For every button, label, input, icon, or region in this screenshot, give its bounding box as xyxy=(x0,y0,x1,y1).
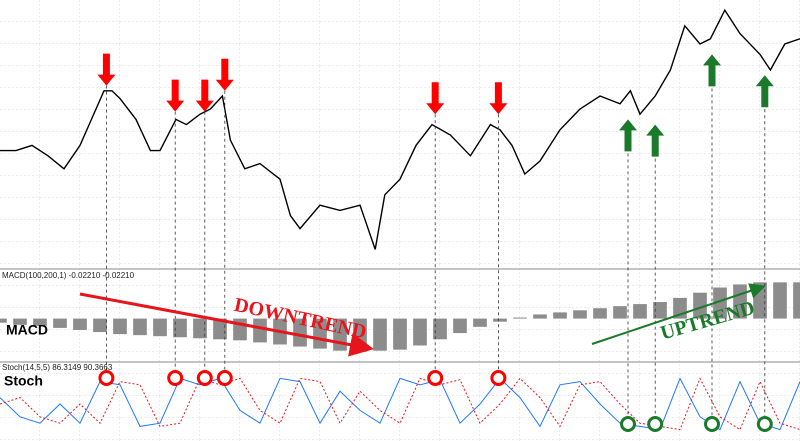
macd-bar xyxy=(533,314,547,319)
macd-bar xyxy=(713,287,727,319)
buy-circle xyxy=(756,416,773,432)
buy-arrow xyxy=(646,124,665,157)
buy-arrow xyxy=(619,119,637,152)
macd-label: MACD xyxy=(6,322,48,338)
macd-bar xyxy=(413,318,427,346)
sell-arrow xyxy=(195,79,214,112)
macd-bar xyxy=(493,318,507,322)
sell-arrow xyxy=(97,53,116,86)
stoch-line xyxy=(0,377,800,431)
sell-arrow xyxy=(489,82,508,115)
buy-circle xyxy=(647,416,664,432)
macd-bar xyxy=(373,318,387,351)
macd-bar xyxy=(73,318,87,330)
stoch-label: Stoch xyxy=(4,373,43,389)
macd-bar xyxy=(173,318,187,338)
macd-bar xyxy=(553,312,567,319)
buy-circle xyxy=(704,416,720,432)
buy-arrow xyxy=(703,54,721,87)
macd-bar xyxy=(693,292,707,319)
macd-bar xyxy=(0,318,7,323)
macd-bar xyxy=(633,304,647,319)
sell-circle xyxy=(490,370,507,386)
macd-bar xyxy=(253,318,267,343)
macd-title: MACD(100,200,1) -0.02210 -0.02210 xyxy=(2,271,135,280)
macd-bar xyxy=(613,306,627,319)
macd-bar xyxy=(293,318,307,347)
stoch-line xyxy=(0,377,800,431)
macd-bar xyxy=(393,318,407,350)
macd-bar xyxy=(433,318,447,340)
macd-bar xyxy=(513,317,527,319)
macd-bar xyxy=(33,318,47,326)
downtrend-arrow xyxy=(79,292,374,357)
macd-bar xyxy=(793,282,800,319)
sell-circle xyxy=(216,370,233,386)
sell-circle xyxy=(98,370,115,386)
macd-bar xyxy=(593,308,607,319)
macd-bar xyxy=(153,318,167,337)
macd-bar xyxy=(453,318,467,334)
price-line xyxy=(0,8,800,250)
sell-arrow xyxy=(426,82,445,115)
macd-bar xyxy=(773,282,787,319)
macd-bar xyxy=(53,318,67,328)
sell-circle xyxy=(167,370,184,386)
buy-arrow xyxy=(755,75,774,108)
macd-bar xyxy=(473,318,487,327)
buy-circle xyxy=(620,416,636,432)
sell-arrow xyxy=(166,79,185,112)
plot-layer xyxy=(0,8,800,432)
macd-bar xyxy=(13,318,27,325)
uptrend-arrow xyxy=(591,283,766,345)
macd-bar xyxy=(193,318,207,339)
stoch-title: Stoch(14,5,5) 86.3149 90.3663 xyxy=(2,363,113,372)
macd-bar xyxy=(113,318,127,335)
sell-circle xyxy=(196,370,213,386)
sell-circle xyxy=(427,370,444,386)
macd-bar xyxy=(93,318,107,333)
macd-bar xyxy=(133,318,147,336)
macd-bar xyxy=(573,310,587,319)
macd-bar xyxy=(213,318,227,340)
sell-arrow xyxy=(215,58,234,91)
macd-bar xyxy=(653,302,667,319)
